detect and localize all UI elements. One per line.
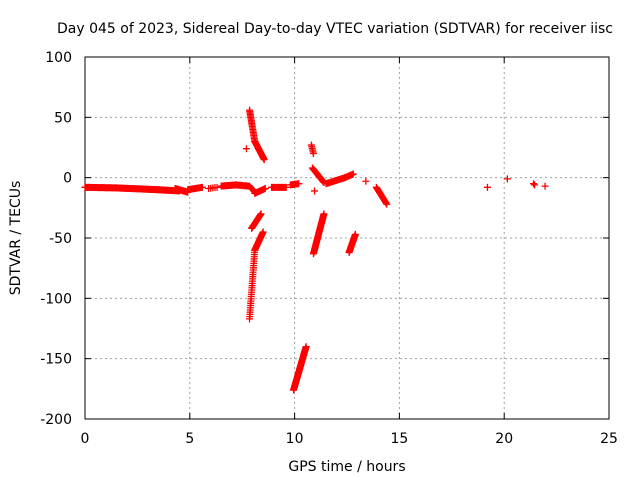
- data-point-baseline: [349, 170, 357, 178]
- grid-lines: [85, 57, 609, 419]
- data-point-baseline: [198, 183, 206, 191]
- data-point-isolated: [531, 181, 539, 189]
- chart-title: Day 045 of 2023, Sidereal Day-to-day VTE…: [57, 21, 613, 37]
- y-tick-label: -200: [40, 412, 72, 428]
- y-tick-label: 0: [63, 171, 72, 187]
- data-point-spike-down: [351, 230, 359, 238]
- data-point-spike-up: [309, 150, 317, 158]
- data-point-arc: [383, 200, 391, 208]
- data-point-spike-down: [320, 210, 328, 218]
- data-point-isolated: [362, 177, 370, 185]
- y-axis-label: SDTVAR / TECUs: [8, 181, 24, 296]
- axis-ticks: 0 5 10 15 20 25 -200 -150 -100 -50 0 50 100: [40, 50, 618, 447]
- x-tick-label: 0: [81, 431, 90, 447]
- data-point-spike-down: [257, 210, 265, 218]
- y-tick-label: -50: [49, 231, 72, 247]
- data-point-baseline: [213, 183, 221, 191]
- data-point-isolated: [541, 182, 549, 190]
- data-point-arc: [320, 178, 328, 186]
- data-point-baseline: [295, 180, 303, 188]
- data-point-isolated: [483, 183, 491, 191]
- data-points: [81, 106, 549, 394]
- data-point-spike-down: [302, 343, 310, 351]
- data-point-isolated: [311, 187, 319, 195]
- data-point-isolated: [530, 180, 538, 188]
- data-point-spike-up: [260, 156, 268, 164]
- data-point-baseline: [282, 183, 290, 191]
- data-point-isolated: [242, 145, 250, 153]
- y-tick-label: -150: [40, 352, 72, 368]
- data-point-isolated: [503, 175, 511, 183]
- x-tick-label: 25: [600, 431, 618, 447]
- x-tick-label: 5: [185, 431, 194, 447]
- y-tick-label: 100: [45, 50, 72, 66]
- x-axis-label: GPS time / hours: [288, 459, 405, 475]
- data-point-baseline: [261, 185, 269, 193]
- data-point-spike-down: [259, 228, 267, 236]
- x-tick-label: 20: [495, 431, 513, 447]
- x-tick-label: 15: [390, 431, 408, 447]
- x-tick-label: 10: [286, 431, 304, 447]
- y-tick-label: 50: [54, 110, 72, 126]
- y-tick-label: -100: [40, 291, 72, 307]
